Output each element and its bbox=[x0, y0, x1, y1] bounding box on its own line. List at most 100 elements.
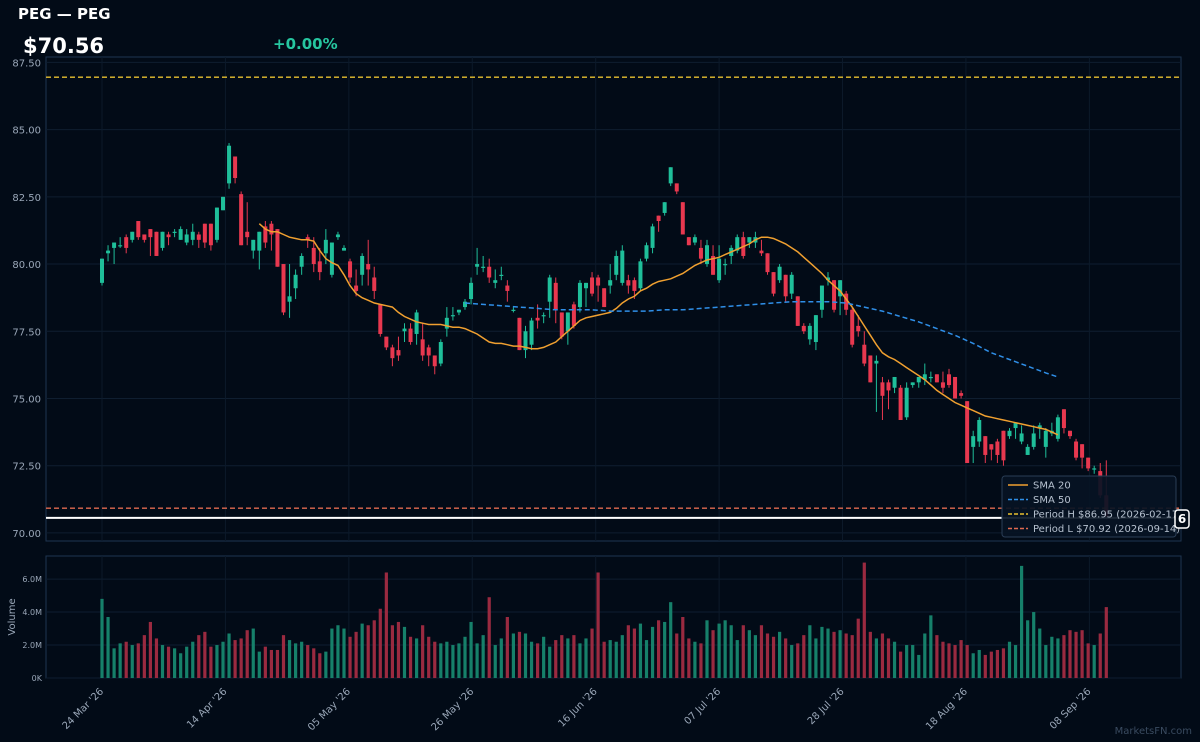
legend: SMA 20 SMA 50 Period H $86.95 (2026-02-17)… bbox=[1001, 475, 1182, 538]
volume-bar bbox=[1098, 633, 1102, 678]
volume-bar bbox=[747, 630, 751, 678]
volume-bar bbox=[457, 643, 461, 678]
volume-bar bbox=[1001, 648, 1006, 678]
volume-bar bbox=[469, 621, 473, 678]
candle-body bbox=[426, 347, 431, 356]
candle-body bbox=[1086, 457, 1091, 469]
volume-bar bbox=[1038, 628, 1042, 678]
volume-bar bbox=[814, 638, 818, 678]
candle-body bbox=[106, 250, 111, 254]
candle-body bbox=[1061, 409, 1066, 429]
volume-bar bbox=[608, 640, 612, 678]
volume-bar bbox=[892, 641, 897, 678]
sma20-line bbox=[258, 223, 1059, 436]
volume-bar bbox=[1044, 645, 1048, 678]
candle-body bbox=[783, 274, 788, 297]
volume-bar bbox=[106, 617, 110, 678]
candle-body bbox=[475, 264, 480, 267]
candle-body bbox=[202, 223, 207, 243]
volume-bar bbox=[408, 636, 413, 678]
volume-bar bbox=[1092, 645, 1096, 678]
volume-bar bbox=[118, 643, 122, 678]
candle-body bbox=[626, 280, 631, 286]
candle-body bbox=[511, 309, 516, 311]
volume-bar bbox=[463, 636, 467, 678]
candle-body bbox=[378, 304, 383, 334]
volume-bar bbox=[112, 648, 116, 678]
candle-body bbox=[650, 226, 655, 248]
candle-body bbox=[172, 231, 177, 233]
candle-body bbox=[456, 309, 461, 313]
candle-body bbox=[450, 315, 455, 317]
candle-body bbox=[547, 277, 552, 302]
candle-body bbox=[148, 229, 153, 238]
candle-body bbox=[674, 183, 679, 192]
volume-bar bbox=[439, 643, 443, 678]
volume-bar bbox=[784, 638, 788, 678]
volume-bar bbox=[959, 640, 963, 678]
candle-body bbox=[311, 247, 316, 265]
volume-tick-label: 6.0M bbox=[22, 575, 42, 584]
volume-bar bbox=[275, 649, 280, 678]
volume-bar bbox=[148, 621, 152, 678]
volume-bar bbox=[923, 633, 927, 678]
candle-body bbox=[402, 328, 407, 332]
candle-body bbox=[807, 325, 812, 340]
candle-body bbox=[214, 207, 219, 240]
volume-bar bbox=[729, 625, 733, 678]
candle-body bbox=[505, 285, 510, 291]
candle-body bbox=[1007, 430, 1012, 437]
candle-body bbox=[590, 277, 595, 294]
date-tick-label: 28 Jul '26 bbox=[806, 686, 847, 727]
volume-bar bbox=[1080, 630, 1084, 678]
volume-bars bbox=[100, 562, 1108, 678]
volume-bar bbox=[868, 631, 872, 678]
volume-bar bbox=[838, 630, 842, 678]
candle-body bbox=[287, 296, 292, 302]
candle-body bbox=[759, 250, 764, 254]
candle-body bbox=[844, 293, 849, 310]
candlesticks bbox=[100, 143, 1109, 520]
volume-axis-label: Volume bbox=[7, 598, 18, 635]
candle-body bbox=[499, 274, 504, 276]
volume-bar bbox=[360, 623, 364, 678]
volume-bar bbox=[300, 641, 304, 678]
volume-bar bbox=[342, 628, 346, 678]
volume-bar bbox=[808, 625, 812, 678]
volume-bar bbox=[602, 641, 606, 678]
volume-bar bbox=[802, 635, 806, 678]
candle-body bbox=[1031, 433, 1036, 447]
volume-bar bbox=[856, 618, 860, 678]
candle-body bbox=[765, 253, 770, 273]
candle-body bbox=[819, 285, 824, 310]
date-tick-label: 16 Jun '26 bbox=[557, 686, 600, 729]
candle-body bbox=[118, 245, 123, 247]
volume-bar bbox=[657, 620, 661, 678]
volume-bar bbox=[832, 631, 836, 678]
volume-bar bbox=[378, 608, 382, 678]
legend-label: Period L $70.92 (2026-09-14) bbox=[1033, 524, 1180, 535]
volume-bar bbox=[536, 643, 540, 678]
date-tick-label: 24 Mar '26 bbox=[61, 686, 107, 732]
watermark: MarketsFN.com bbox=[1115, 726, 1192, 737]
candle-body bbox=[777, 266, 782, 281]
volume-bar bbox=[681, 617, 685, 678]
volume-bar bbox=[820, 626, 824, 678]
date-tick-label: 26 May '26 bbox=[430, 686, 477, 733]
volume-bar bbox=[989, 651, 993, 678]
volume-bar bbox=[620, 635, 624, 678]
candle-body bbox=[372, 277, 377, 291]
candle-body bbox=[100, 258, 104, 283]
volume-bar bbox=[239, 638, 243, 678]
volume-bar bbox=[312, 648, 316, 678]
legend-box bbox=[1001, 475, 1177, 538]
volume-bar bbox=[584, 638, 588, 678]
volume-bar bbox=[318, 653, 322, 678]
volume-bar bbox=[523, 633, 528, 678]
volume-bar bbox=[983, 654, 987, 678]
volume-bar bbox=[1020, 565, 1024, 678]
candle-body bbox=[662, 202, 667, 213]
volume-bar bbox=[886, 638, 891, 678]
volume-bar bbox=[336, 625, 340, 678]
